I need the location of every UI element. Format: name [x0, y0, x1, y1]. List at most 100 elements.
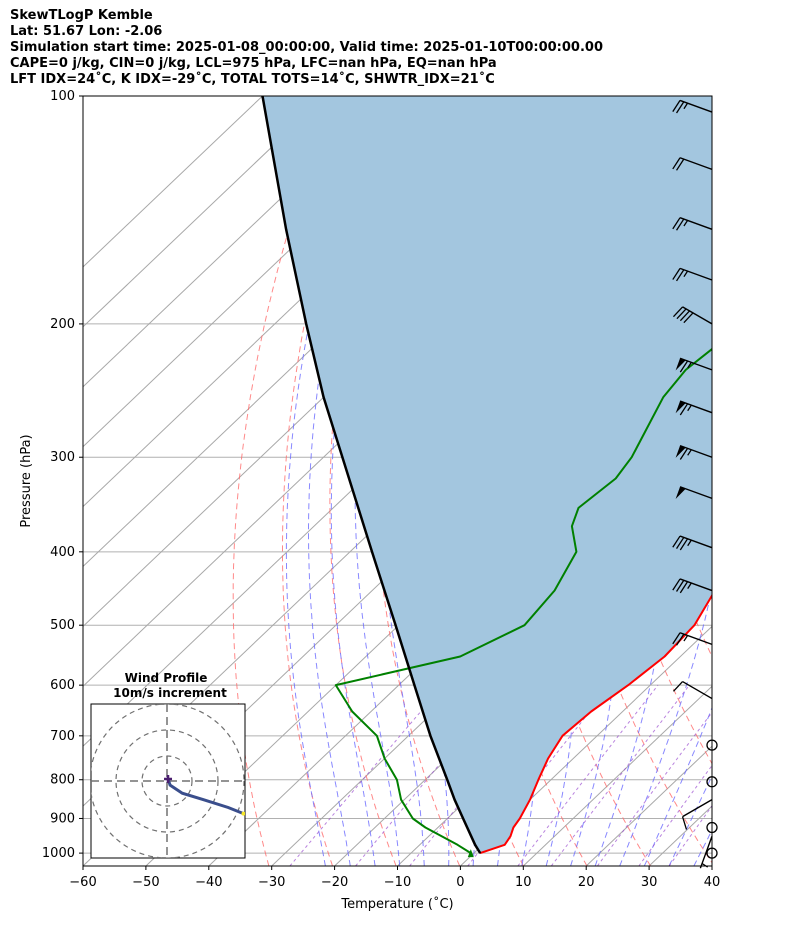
barb-full	[675, 537, 685, 549]
wind-barb	[706, 776, 718, 788]
barb-full	[676, 308, 687, 320]
wind-barb	[699, 835, 713, 869]
dry-adiabat	[502, 96, 651, 866]
barb-full	[675, 633, 685, 646]
moist-adiabat	[619, 96, 712, 866]
data-point	[424, 826, 426, 828]
data-point	[446, 779, 448, 781]
barb-half	[683, 635, 689, 642]
plot-area	[83, 96, 794, 866]
barb-full	[679, 403, 689, 416]
x-tick-label: 10	[515, 875, 532, 890]
data-point	[512, 826, 514, 828]
moist-adiabat	[744, 96, 794, 866]
data-point	[376, 735, 378, 737]
temperature-profile	[479, 593, 712, 855]
barb-full	[679, 310, 690, 322]
data-point	[457, 844, 459, 846]
x-tick-label: 30	[641, 875, 658, 890]
barb-full	[672, 578, 681, 591]
data-point	[335, 684, 337, 686]
barb-shaft	[679, 444, 713, 458]
barb-half	[683, 220, 689, 227]
barb-full	[672, 217, 681, 230]
isotherm-gridline	[83, 96, 389, 388]
wind-barb	[672, 306, 713, 325]
dry-adiabat	[756, 96, 794, 866]
calm-circle	[706, 776, 718, 788]
calm-circle	[706, 847, 718, 859]
data-point	[459, 656, 461, 658]
surface-dewpoint-marker	[467, 849, 474, 858]
y-tick-label: 200	[50, 317, 75, 332]
y-tick-label: 1000	[42, 846, 75, 861]
barb-full	[672, 535, 681, 548]
wind-barb	[672, 680, 713, 700]
data-point	[723, 339, 724, 340]
data-point	[631, 456, 633, 458]
barb-full	[681, 816, 688, 830]
hodograph-ring	[115, 729, 219, 833]
barb-full	[672, 632, 681, 645]
dry-adiabat	[723, 96, 794, 866]
data-point	[519, 817, 521, 819]
cin-shading	[262, 96, 712, 854]
calm-circle	[706, 739, 718, 751]
isotherm-gridline	[83, 96, 263, 268]
data-point	[479, 852, 481, 854]
data-point	[736, 551, 737, 552]
barb-shaft	[682, 680, 713, 700]
barb-shaft	[679, 267, 713, 281]
data-point	[462, 817, 464, 819]
parcel-path	[261, 96, 482, 854]
simulation-times: Simulation start time: 2025-01-08_00:00:…	[10, 40, 603, 55]
wind-barb	[672, 632, 713, 646]
barb-full	[675, 101, 685, 114]
barb-half	[687, 361, 692, 369]
barb-full	[675, 579, 685, 592]
wind-barb	[706, 847, 718, 859]
mixing-ratio-line	[638, 764, 712, 866]
barb-full	[672, 681, 684, 692]
data-point	[577, 507, 579, 509]
moist-adiabat	[308, 96, 387, 866]
isotherm-gridline	[522, 685, 712, 866]
barb-full	[675, 269, 685, 282]
station-title: SkewTLogP Kemble	[10, 8, 153, 23]
x-tick-label: −50	[132, 875, 159, 890]
data-point	[785, 457, 786, 458]
y-tick-label: 300	[50, 450, 75, 465]
wind-barb	[672, 535, 713, 551]
data-point	[664, 656, 666, 658]
data-point	[737, 323, 738, 324]
wind-barb	[675, 486, 713, 500]
data-point	[504, 844, 506, 846]
data-point	[454, 799, 456, 801]
isotherm-gridline	[83, 96, 326, 328]
wind-barb	[672, 267, 713, 282]
mixing-ratio-line	[550, 684, 690, 866]
station-coordinates: Lat: 51.67 Lon: -2.06	[10, 24, 163, 39]
hodograph-trace	[166, 777, 245, 816]
calm-circle	[706, 821, 718, 834]
wind-barb	[706, 821, 718, 834]
x-tick-label: 20	[578, 875, 595, 890]
stability-indices-2: LFT IDX=24˚C, K IDX=-29˚C, TOTAL TOTS=14…	[10, 72, 495, 87]
data-point	[412, 817, 414, 819]
y-tick-label: 100	[50, 89, 75, 104]
barb-shaft	[682, 799, 713, 818]
barb-shaft	[679, 632, 713, 646]
wind-barb	[675, 400, 713, 416]
barb-full	[672, 268, 681, 280]
hodograph-subtitle: 10m/s increment	[113, 686, 227, 700]
wind-barb	[681, 799, 713, 830]
mixing-ratio-line	[668, 805, 712, 866]
barb-full	[675, 158, 685, 171]
wind-barb	[706, 739, 718, 751]
moist-adiabat	[719, 96, 794, 866]
barb-pennant	[675, 358, 686, 371]
dry-adiabat	[789, 96, 794, 866]
barb-half	[683, 102, 689, 110]
barb-shaft	[679, 400, 713, 414]
barb-shaft	[679, 99, 713, 113]
